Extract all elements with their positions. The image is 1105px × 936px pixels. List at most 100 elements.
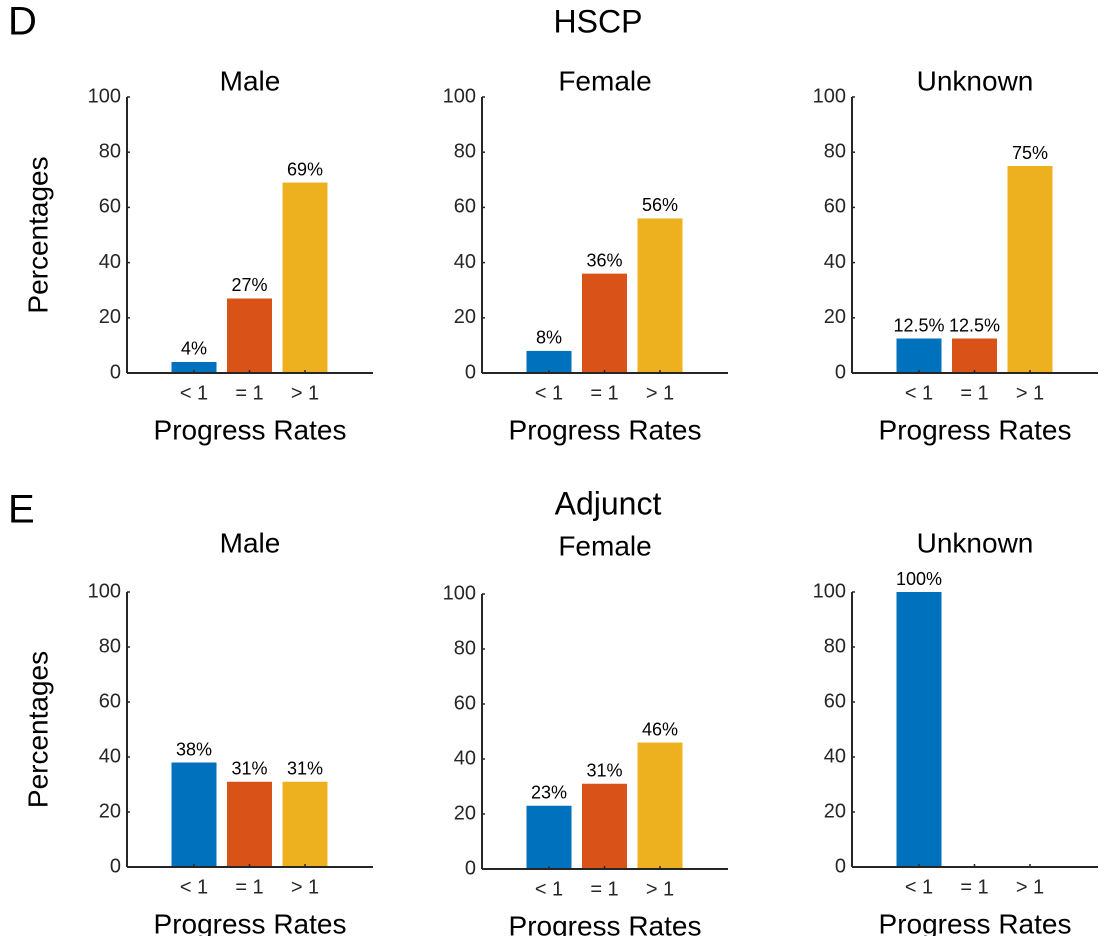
value-label: 23%	[531, 783, 567, 803]
x-tick-label: = 1	[235, 876, 263, 898]
chart-title: Female	[558, 65, 651, 96]
x-tick-label: = 1	[235, 382, 263, 404]
y-tick-label: 20	[99, 306, 121, 328]
x-tick-label: > 1	[291, 382, 319, 404]
value-label: 69%	[287, 159, 323, 179]
x-tick-label: > 1	[1016, 876, 1044, 898]
y-tick-label: 100	[813, 85, 846, 107]
x-tick-label: < 1	[180, 876, 208, 898]
x-axis-label: Progress Rates	[154, 908, 347, 936]
chart-title: Male	[220, 65, 281, 96]
x-tick-label: = 1	[590, 382, 618, 404]
y-tick-label: 0	[835, 361, 846, 383]
value-label: 36%	[586, 250, 622, 270]
y-tick-label: 20	[824, 306, 846, 328]
x-tick-label: > 1	[1016, 382, 1044, 404]
bar	[582, 273, 627, 373]
x-tick-label: < 1	[180, 382, 208, 404]
bar	[526, 805, 572, 869]
bar	[526, 350, 572, 373]
y-tick-label: 40	[824, 745, 846, 767]
x-axis-label: Progress Rates	[509, 910, 702, 936]
y-tick-label: 60	[824, 196, 846, 218]
y-axis-label: Percentages	[22, 651, 53, 808]
x-axis-label: Progress Rates	[509, 414, 702, 445]
panel-title: HSCP	[554, 3, 643, 39]
y-tick-label: 100	[443, 85, 476, 107]
chart-title: Unknown	[917, 65, 1034, 96]
value-label: 100%	[896, 569, 942, 589]
chart: Unknown 0 20 40 60 80 100 12.5% < 1 12.5% = 1 75% > …	[813, 65, 1098, 445]
x-tick-label: = 1	[960, 382, 988, 404]
y-tick-label: 40	[824, 251, 846, 273]
y-tick-label: 60	[454, 692, 476, 714]
chart-title: Unknown	[917, 527, 1034, 558]
y-tick-label: 80	[454, 140, 476, 162]
bar	[896, 592, 942, 867]
y-tick-label: 0	[835, 855, 846, 877]
chart-title: Male	[220, 527, 281, 558]
x-tick-label: < 1	[905, 876, 933, 898]
chart: Male 0 20 40 60 80 100 38% < 1 31% = 1 31% > 1 Progre…	[22, 527, 373, 936]
value-label: 27%	[231, 275, 267, 295]
bar	[282, 781, 328, 867]
y-tick-label: 100	[443, 582, 476, 604]
x-axis-label: Progress Rates	[154, 414, 347, 445]
value-label: 4%	[181, 339, 207, 359]
y-tick-label: 80	[824, 140, 846, 162]
y-tick-label: 40	[454, 251, 476, 273]
y-tick-label: 20	[99, 800, 121, 822]
bar	[637, 218, 683, 373]
y-tick-label: 100	[813, 580, 846, 602]
x-tick-label: = 1	[590, 878, 618, 900]
y-tick-label: 20	[454, 802, 476, 824]
y-tick-label: 40	[99, 251, 121, 273]
y-tick-label: 60	[824, 690, 846, 712]
x-tick-label: < 1	[905, 382, 933, 404]
bar	[582, 783, 627, 869]
bar	[282, 182, 328, 373]
y-tick-label: 80	[99, 635, 121, 657]
bar	[952, 338, 997, 373]
x-tick-label: > 1	[291, 876, 319, 898]
value-label: 12.5%	[949, 315, 1000, 335]
y-tick-label: 100	[88, 580, 121, 602]
value-label: 56%	[642, 195, 678, 215]
y-tick-label: 0	[465, 361, 476, 383]
y-tick-label: 20	[454, 306, 476, 328]
value-label: 31%	[231, 759, 267, 779]
bar	[227, 781, 272, 867]
value-label: 38%	[176, 739, 212, 759]
y-tick-label: 100	[88, 85, 121, 107]
y-tick-label: 0	[110, 855, 121, 877]
y-tick-label: 0	[110, 361, 121, 383]
x-axis-label: Progress Rates	[879, 908, 1072, 936]
y-tick-label: 40	[99, 745, 121, 767]
y-tick-label: 60	[99, 196, 121, 218]
panel-title: Adjunct	[555, 485, 662, 521]
x-tick-label: > 1	[646, 382, 674, 404]
bar	[171, 361, 217, 373]
value-label: 31%	[586, 761, 622, 781]
chart-title: Female	[558, 530, 651, 561]
chart: Female 0 20 40 60 80 100 23% < 1 31% = 1 46% > 1 Prog…	[443, 530, 728, 936]
chart: Female 0 20 40 60 80 100 8% < 1 36% = 1 56% > 1 Progr…	[443, 65, 728, 445]
value-label: 12.5%	[893, 315, 944, 335]
x-tick-label: < 1	[535, 878, 563, 900]
y-tick-label: 20	[824, 800, 846, 822]
value-label: 75%	[1012, 143, 1048, 163]
chart: Unknown 0 20 40 60 80 100 100% < 1 = 1 > 1 Progress…	[813, 527, 1098, 936]
chart: Male 0 20 40 60 80 100 4% < 1 27% = 1 69% > 1 Progres…	[22, 65, 373, 445]
bar	[896, 338, 942, 373]
y-tick-label: 80	[99, 140, 121, 162]
y-tick-label: 0	[465, 857, 476, 879]
y-tick-label: 60	[454, 196, 476, 218]
x-axis-label: Progress Rates	[879, 414, 1072, 445]
x-tick-label: = 1	[960, 876, 988, 898]
y-tick-label: 80	[824, 635, 846, 657]
panel-letter: E	[8, 488, 35, 532]
x-tick-label: > 1	[646, 878, 674, 900]
y-tick-label: 40	[454, 747, 476, 769]
bar	[171, 762, 217, 867]
